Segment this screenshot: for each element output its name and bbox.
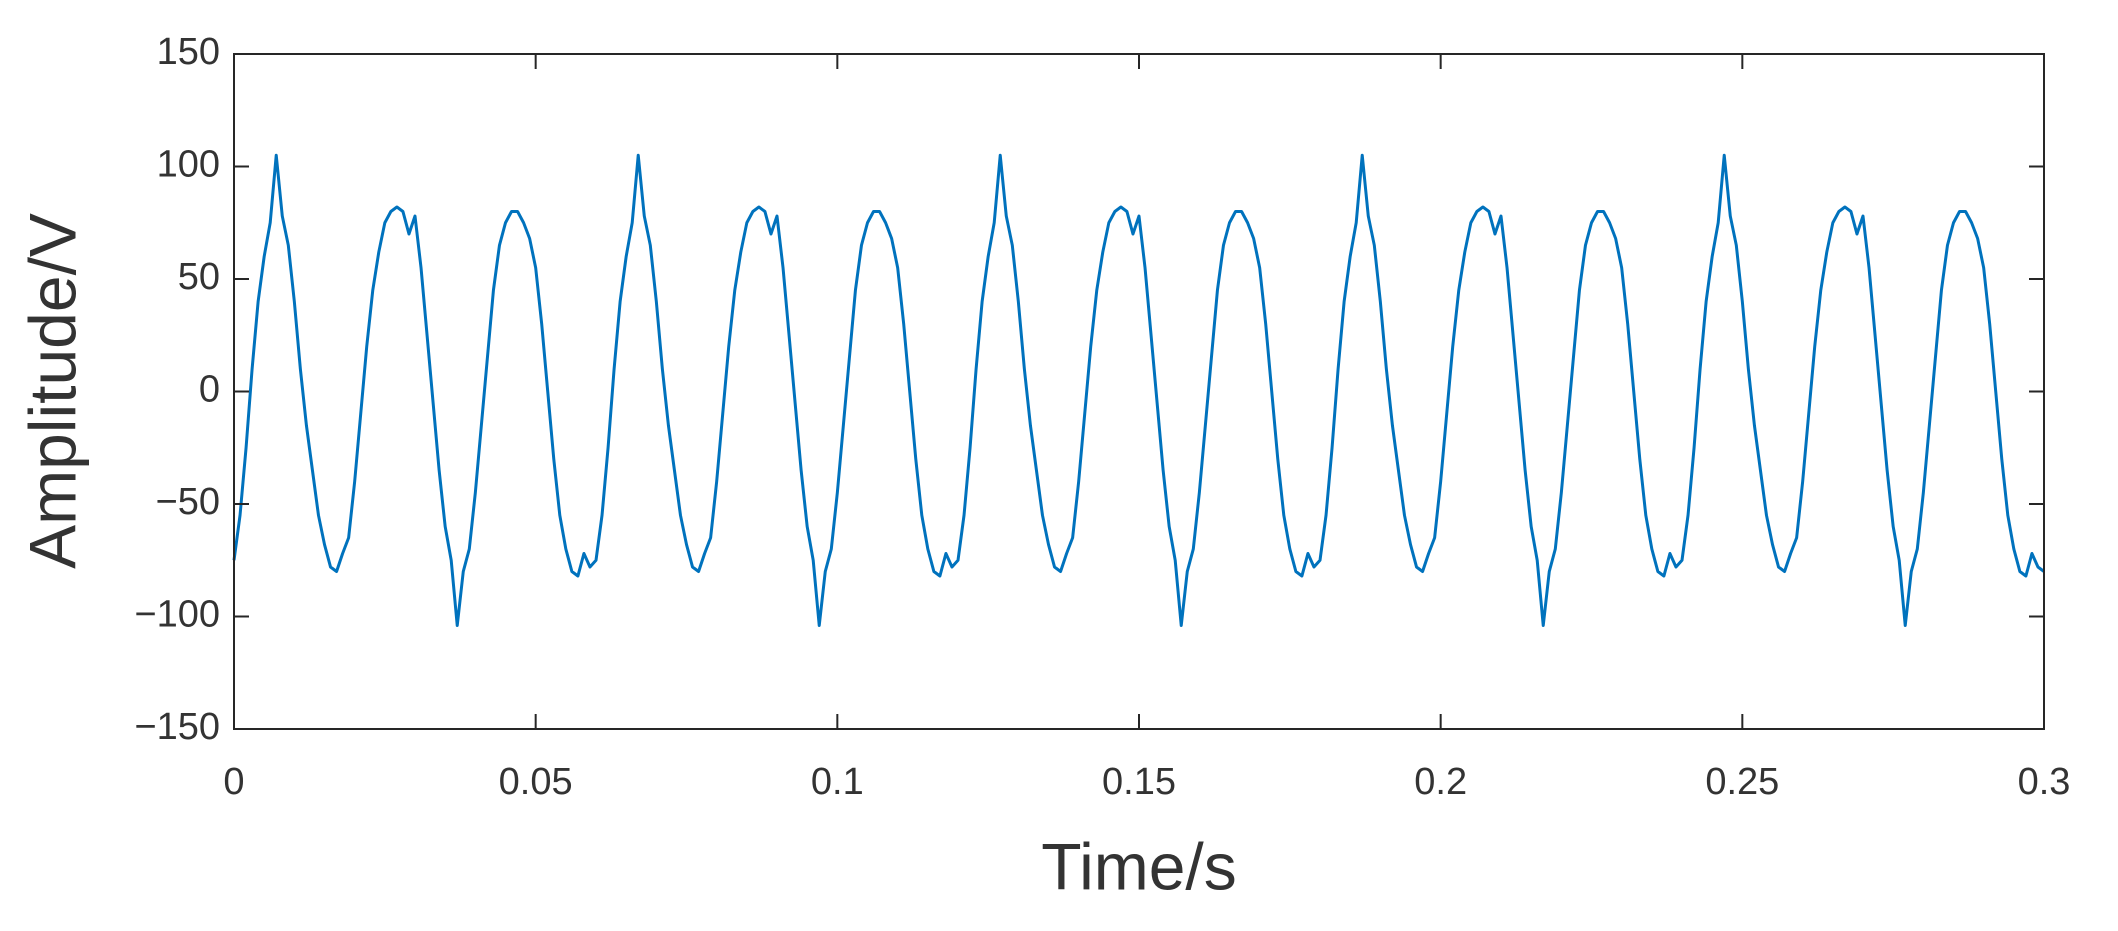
y-axis-title: Amplitude/V: [15, 213, 89, 569]
y-tick-label: −150: [134, 706, 220, 748]
x-tick-label: 0: [223, 761, 244, 803]
y-tick-label: 0: [199, 369, 220, 411]
x-tick-label: 0.3: [2018, 761, 2071, 803]
y-tick-label: 50: [178, 256, 220, 298]
x-axis-title: Time/s: [1041, 829, 1237, 903]
x-tick-label: 0.25: [1705, 761, 1779, 803]
x-tick-label: 0.15: [1102, 761, 1176, 803]
y-tick-label: −50: [156, 481, 220, 523]
x-tick-label: 0.2: [1414, 761, 1467, 803]
y-tick-label: 100: [157, 144, 220, 186]
y-tick-label: 150: [157, 31, 220, 73]
y-tick-label: −100: [134, 594, 220, 636]
x-tick-label: 0.05: [499, 761, 573, 803]
x-tick-label: 0.1: [811, 761, 864, 803]
data-line: [232, 153, 2045, 627]
plot-frame: [233, 53, 2045, 730]
